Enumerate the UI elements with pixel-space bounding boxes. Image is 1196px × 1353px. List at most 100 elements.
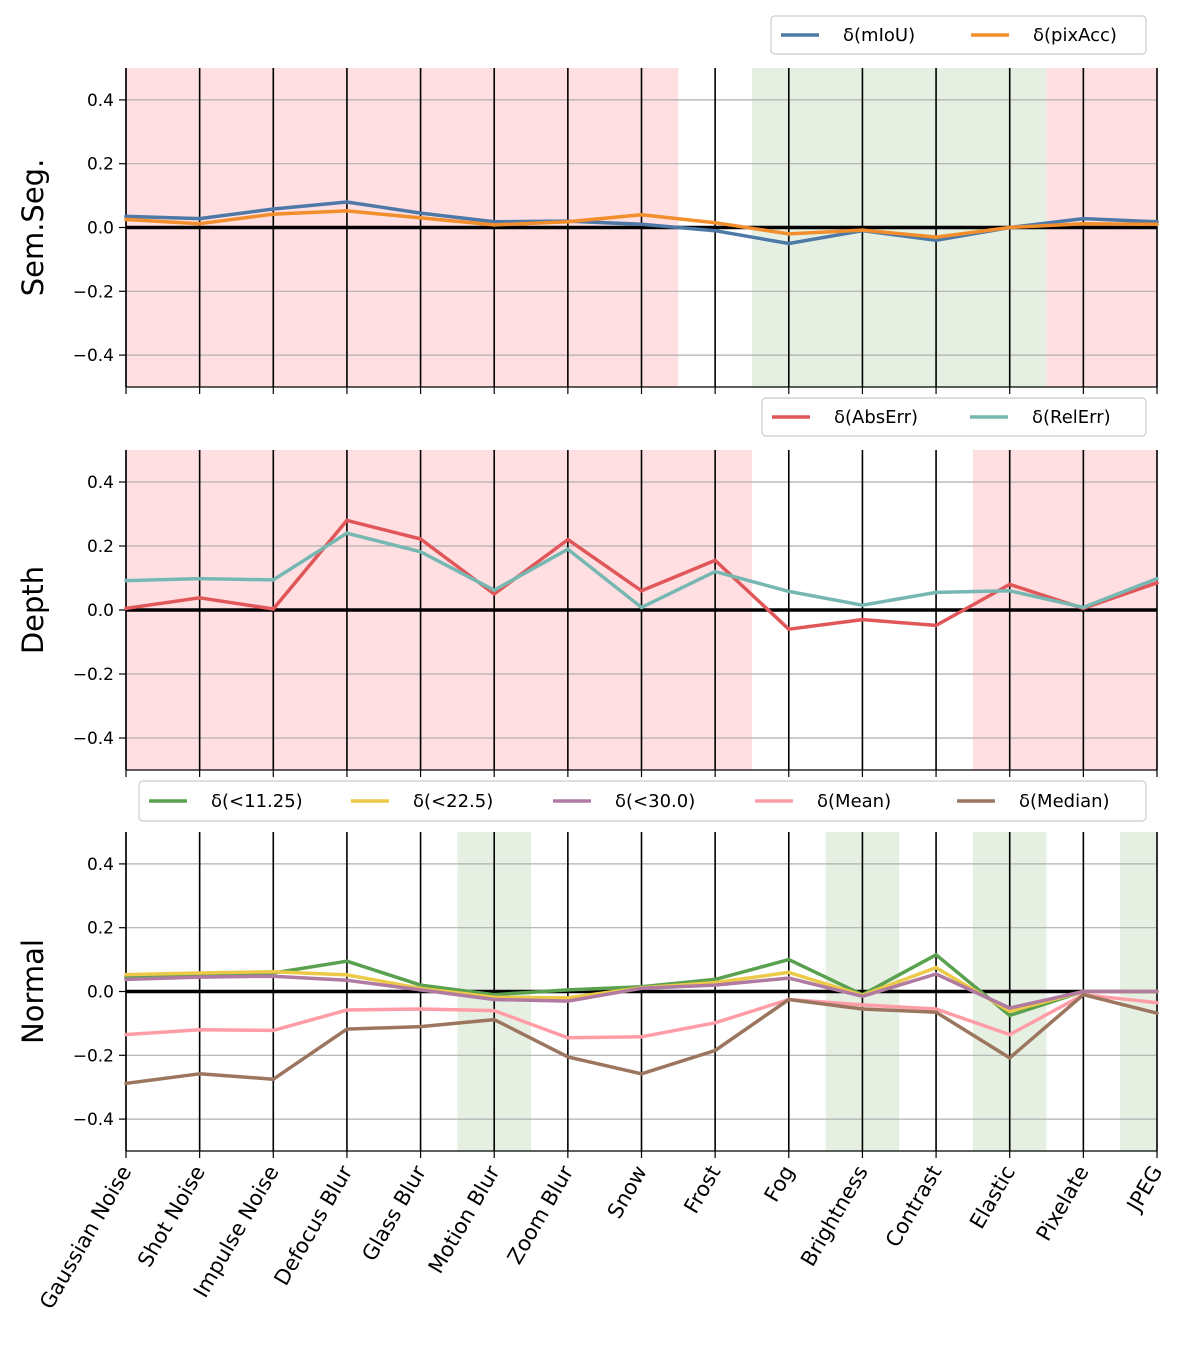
data-point [786,997,791,1002]
data-point [197,216,202,221]
data-point [1155,222,1159,227]
y-tick-label: 0.0 [87,983,114,1003]
data-point [566,547,570,551]
data-point [1007,1009,1012,1014]
data-point [566,1055,570,1059]
data-point [713,558,717,563]
legend-label: δ(mIoU) [843,25,915,46]
data-point [418,983,423,987]
data-point [124,972,128,977]
y-axis-label: Depth [16,566,50,654]
data-point [786,976,791,980]
x-tick-label: Snow [603,1162,652,1223]
data-point [418,216,423,220]
panel-0: −0.4 −0.2 0.0 0.2 0.4 Sem.Seg. δ(mIoU) δ(pixAcc… [16,15,1159,394]
data-point [934,965,938,970]
y-tick-label: 0.4 [87,473,114,493]
data-point [639,605,644,610]
y-tick-label: −0.2 [73,282,114,302]
legend-label: δ(<30.0) [615,791,695,812]
data-point [271,1077,276,1082]
legend-label: δ(<11.25) [211,791,303,812]
data-point [1081,221,1086,226]
data-point [1081,992,1086,997]
data-point [934,1007,938,1011]
legend-label: δ(pixAcc) [1033,25,1117,46]
data-point [271,969,276,974]
data-point [197,971,202,975]
data-point [271,578,276,582]
data-point [418,988,423,992]
data-point [786,970,791,975]
data-point [1007,1056,1012,1060]
data-point [1155,1011,1159,1015]
data-point [492,592,497,596]
x-tick-label: Zoom Blur [503,1161,579,1268]
data-point [197,576,202,581]
data-point [1155,1000,1159,1005]
x-tick-label: Contrast [881,1162,947,1252]
legend-label: δ(AbsErr) [834,407,918,428]
data-point [418,211,423,215]
x-tick-label: JPEG [1121,1162,1167,1218]
data-point [713,1048,717,1053]
legend-label: δ(RelErr) [1032,407,1111,428]
data-point [345,1027,349,1031]
data-point [713,1020,717,1025]
data-point [566,1035,570,1040]
y-tick-label: −0.4 [73,346,114,366]
data-point [786,627,791,631]
data-point [124,214,128,219]
data-point [566,999,570,1003]
x-tick-label: Brightness [796,1162,873,1271]
data-point [1081,216,1086,221]
data-point [1007,1013,1012,1018]
y-tick-label: 0.0 [87,219,114,239]
data-point [639,1034,644,1039]
data-point [197,975,202,979]
data-point [345,209,349,213]
data-point [124,1081,128,1086]
data-point [1155,581,1159,585]
data-point [713,569,717,574]
data-point [124,606,128,611]
data-point [860,617,865,622]
data-point [639,1072,644,1076]
data-point [934,235,938,239]
data-point [345,1008,349,1012]
y-tick-label: 0.2 [87,537,114,557]
x-tick-label: Motion Blur [424,1161,505,1277]
y-tick-label: 0.4 [87,91,114,111]
data-point [1007,1032,1012,1037]
data-point [418,1007,423,1011]
data-point [418,537,423,541]
data-point [934,1010,938,1015]
x-tick-label: Gaussian Noise [35,1162,136,1314]
x-tick-label: Defocus Blur [269,1161,357,1289]
data-point [345,973,349,977]
data-point [566,996,570,1000]
panel-2: −0.4 −0.2 0.0 0.2 0.4 Normal δ(<11.25) δ(<22.5)… [16,780,1159,1158]
data-point [786,589,791,594]
legend-frame [761,397,1147,437]
data-point [934,590,938,595]
data-point [124,217,128,222]
data-point [345,531,349,535]
data-point [934,623,938,628]
data-point [271,1028,276,1033]
data-point [345,200,349,204]
data-point [1007,1006,1012,1010]
y-axis-label: Normal [16,939,50,1044]
data-point [1155,576,1159,581]
y-axis-label: Sem.Seg. [16,159,50,297]
y-tick-label: 0.2 [87,155,114,175]
data-point [345,959,349,963]
data-point [786,232,791,236]
data-point [566,988,570,992]
x-tick-label: Pixelate [1032,1162,1094,1246]
y-tick-label: −0.2 [73,665,114,685]
data-point [271,212,276,216]
data-point [1155,989,1159,994]
data-point [860,1003,865,1007]
legend: δ(AbsErr) δ(RelErr) [761,397,1147,437]
